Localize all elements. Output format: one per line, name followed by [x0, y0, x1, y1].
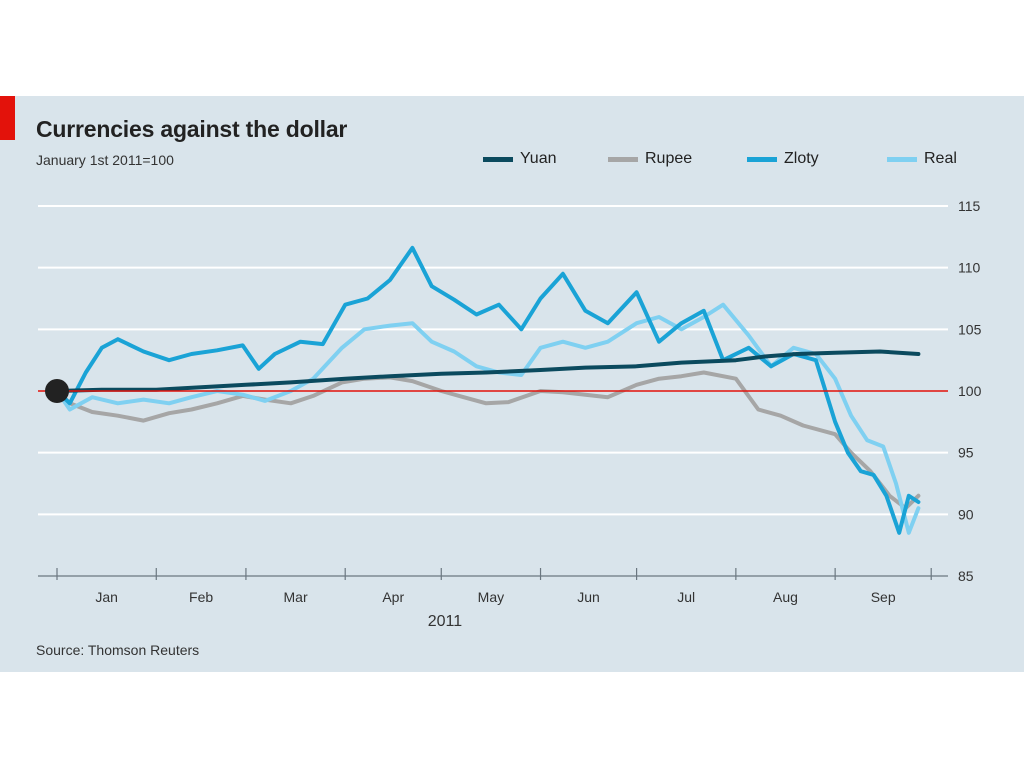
chart-title: Currencies against the dollar — [36, 116, 348, 142]
y-tick-label: 95 — [958, 445, 974, 461]
legend-swatch-zloty — [747, 156, 777, 162]
legend-label-yuan: Yuan — [520, 150, 557, 167]
x-tick-label: Aug — [773, 589, 798, 605]
y-tick-label: 105 — [958, 321, 982, 337]
legend-item-rupee: Rupee — [608, 150, 747, 168]
y-tick-label: 115 — [958, 198, 981, 214]
x-tick-label: May — [478, 589, 504, 605]
legend-label-zloty: Zloty — [784, 150, 819, 167]
legend-item-real: Real — [887, 150, 957, 168]
start-marker — [45, 379, 69, 403]
x-tick-label: Mar — [284, 589, 308, 605]
x-tick-label: Sep — [871, 589, 896, 605]
legend-swatch-rupee — [608, 156, 638, 162]
source-note: Source: Thomson Reuters — [36, 642, 200, 658]
series-line-zloty — [55, 245, 921, 535]
start-marker-layer — [45, 379, 69, 403]
x-tick-label: Jul — [677, 589, 695, 605]
y-tick-label: 85 — [958, 568, 974, 584]
x-axis-year-label: 2011 — [428, 613, 463, 630]
y-tick-label: 90 — [958, 506, 974, 522]
x-tick-label: Feb — [189, 589, 213, 605]
legend-item-zloty: Zloty — [747, 150, 887, 168]
legend-swatch-real — [887, 156, 917, 162]
x-tick-label: Jan — [95, 589, 118, 605]
y-tick-label: 100 — [958, 383, 982, 399]
line-chart: Jan Feb Mar Apr May Jun Jul Aug Sep 2011 85 90 95 10… — [38, 198, 982, 630]
series-line-yuan — [55, 349, 921, 393]
legend-label-real: Real — [924, 150, 957, 167]
x-tick-label: Jun — [577, 589, 600, 605]
legend: Yuan Rupee Zloty Real — [483, 150, 957, 168]
y-axis-labels: 85 90 95 100 105 110 115 — [958, 198, 982, 584]
legend-item-yuan: Yuan — [483, 150, 608, 168]
series-line-real — [55, 302, 921, 535]
legend-label-rupee: Rupee — [645, 150, 693, 167]
y-tick-label: 110 — [958, 260, 981, 276]
gridlines — [38, 205, 948, 577]
x-tick-label: Apr — [382, 589, 404, 605]
accent-bar — [0, 96, 15, 140]
legend-swatch-yuan — [483, 156, 513, 162]
x-axis: Jan Feb Mar Apr May Jun Jul Aug Sep 2011 — [56, 568, 932, 630]
chart-subtitle: January 1st 2011=100 — [36, 152, 174, 168]
series-lines — [38, 245, 948, 535]
series-line-rupee — [55, 370, 921, 511]
